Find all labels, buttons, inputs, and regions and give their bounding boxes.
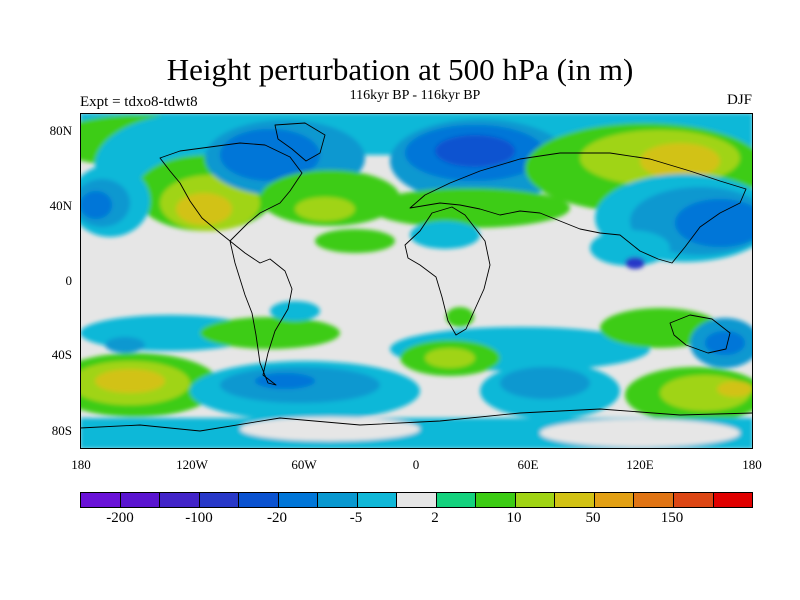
coastlines <box>80 122 753 432</box>
colorbar-swatch <box>81 493 121 507</box>
colorbar-swatch <box>397 493 437 507</box>
lon-tick-180w: 180 <box>71 457 91 472</box>
colorbar-label: 2 <box>431 510 439 526</box>
colorbar-swatch <box>239 493 279 507</box>
colorbar-swatch <box>318 493 358 507</box>
plot-subtitle: 116kyr BP - 116kyr BP <box>349 88 481 103</box>
colorbar-swatch <box>515 493 556 507</box>
colorbar-swatch <box>278 493 319 507</box>
experiment-label: Expt = tdxo8-tdwt8 <box>80 94 198 110</box>
lon-tick-0: 0 <box>412 457 420 472</box>
colorbar-label: -100 <box>185 510 213 526</box>
colorbar-label: -200 <box>106 510 134 526</box>
colorbar-swatch <box>120 493 161 507</box>
lat-tick-80s: 80S <box>51 423 72 438</box>
lon-tick-60e: 60E <box>517 457 539 472</box>
lon-tick-180e: 180 <box>742 457 762 472</box>
season-label: DJF <box>726 92 752 108</box>
lon-tick-60w: 60W <box>291 457 317 472</box>
contour-map-svg <box>80 113 753 449</box>
lat-tick-40s: 40S <box>51 347 72 362</box>
lat-tick-80n: 80N <box>49 123 72 138</box>
lat-tick-0: 0 <box>65 273 73 288</box>
colorbar-label: 10 <box>506 510 522 526</box>
colorbar-swatch <box>357 493 398 507</box>
colorbar-swatch <box>199 493 240 507</box>
colorbar-swatch <box>555 493 595 507</box>
colorbar-label: 50 <box>585 510 601 526</box>
colorbar-label: -5 <box>349 510 363 526</box>
colorbar-label: -20 <box>267 510 287 526</box>
plot-title: Height perturbation at 500 hPa (in m) <box>166 52 634 87</box>
colorbar-label: 150 <box>660 510 684 526</box>
colorbar <box>80 492 753 508</box>
colorbar-swatch <box>634 493 674 507</box>
colorbar-swatch <box>436 493 477 507</box>
colorbar-swatch <box>594 493 635 507</box>
lat-tick-40n: 40N <box>49 198 72 213</box>
colorbar-swatch <box>160 493 200 507</box>
colorbar-swatch <box>713 493 753 507</box>
lon-tick-120w: 120W <box>176 457 208 472</box>
lon-tick-120e: 120E <box>626 457 654 472</box>
contour-map <box>80 113 753 449</box>
colorbar-swatch <box>476 493 516 507</box>
colorbar-swatch <box>673 493 714 507</box>
